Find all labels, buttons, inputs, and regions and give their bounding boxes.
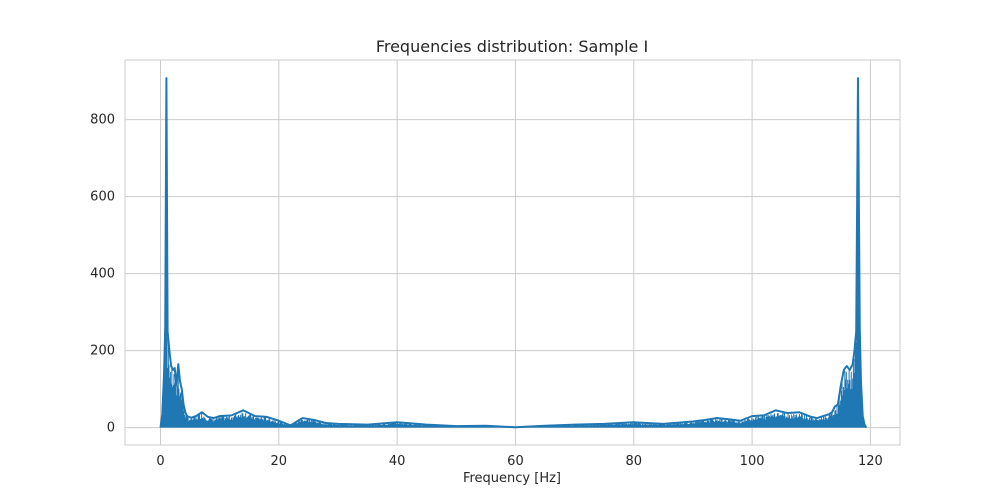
x-tick-label: 120 xyxy=(858,454,883,469)
x-tick-label: 80 xyxy=(626,454,643,469)
series-line xyxy=(159,77,868,429)
x-tick-labels: 0 20 40 60 80 100 120 xyxy=(156,454,882,469)
chart-title: Frequencies distribution: Sample I xyxy=(376,37,648,56)
y-tick-label: 800 xyxy=(90,113,115,128)
x-tick-label: 60 xyxy=(507,454,524,469)
y-tick-label: 400 xyxy=(90,267,115,282)
y-tick-labels: 0 200 400 600 800 xyxy=(90,113,115,436)
x-tick-label: 100 xyxy=(740,454,765,469)
x-tick-label: 20 xyxy=(271,454,288,469)
y-tick-label: 600 xyxy=(90,190,115,205)
x-axis-label: Frequency [Hz] xyxy=(463,471,561,486)
y-tick-label: 200 xyxy=(90,344,115,359)
series-layer xyxy=(159,77,868,429)
x-tick-label: 40 xyxy=(389,454,406,469)
y-tick-label: 0 xyxy=(107,421,115,436)
plot-frame xyxy=(124,59,901,446)
x-tick-label: 0 xyxy=(156,454,164,469)
